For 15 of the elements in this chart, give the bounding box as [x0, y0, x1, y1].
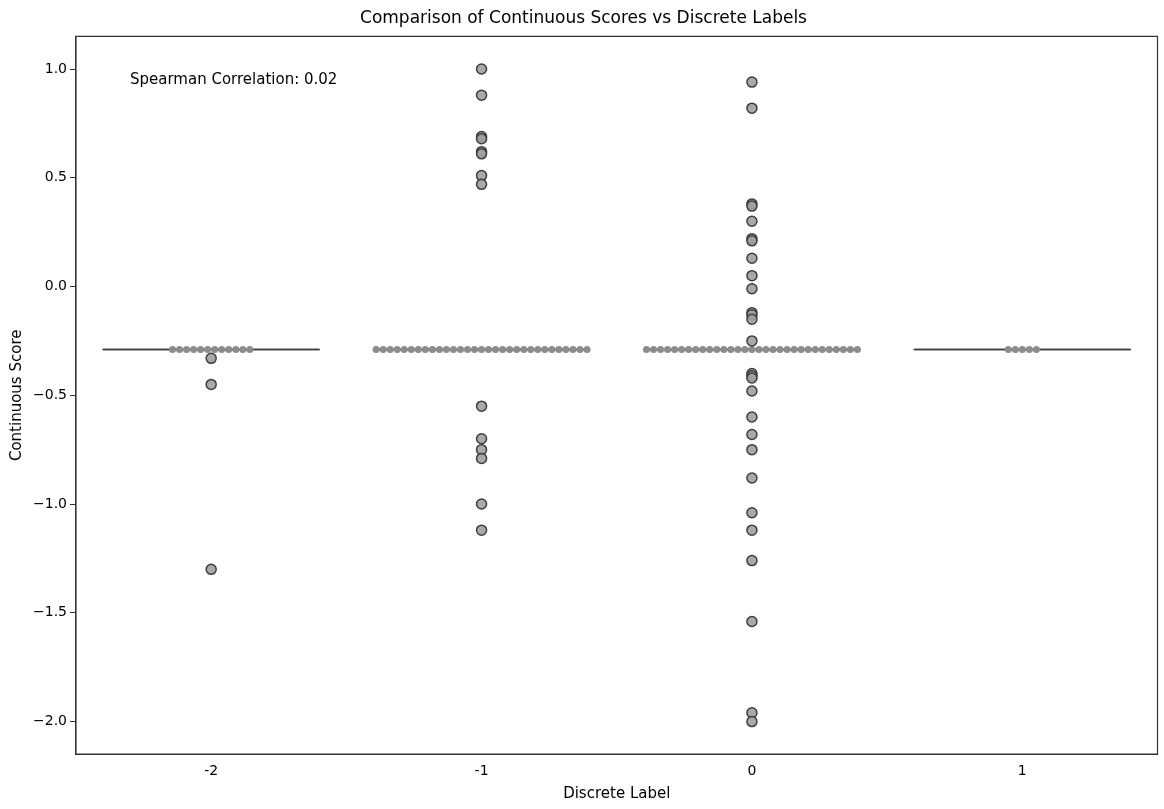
x-tick-label: -2	[204, 762, 219, 779]
y-axis-title: Continuous Score	[6, 329, 25, 462]
y-tick-label: 0.5	[44, 168, 67, 185]
x-tick-label: 0	[747, 762, 757, 779]
y-tick-label: −1.0	[33, 494, 67, 511]
x-axis-title: Discrete Label	[563, 783, 671, 802]
x-tick-label: -1	[474, 762, 489, 779]
y-tick-label: −0.5	[33, 385, 67, 402]
chart-title: Comparison of Continuous Scores vs Discrete Labels	[360, 6, 808, 27]
annotation: Spearman Correlation: 0.02	[130, 70, 338, 89]
y-tick-label: −2.0	[33, 712, 67, 729]
y-tick-label: 1.0	[44, 59, 67, 76]
x-tick-label: 1	[1017, 762, 1027, 779]
y-tick-label: −1.5	[33, 603, 67, 620]
y-tick-label: 0.0	[44, 277, 67, 294]
